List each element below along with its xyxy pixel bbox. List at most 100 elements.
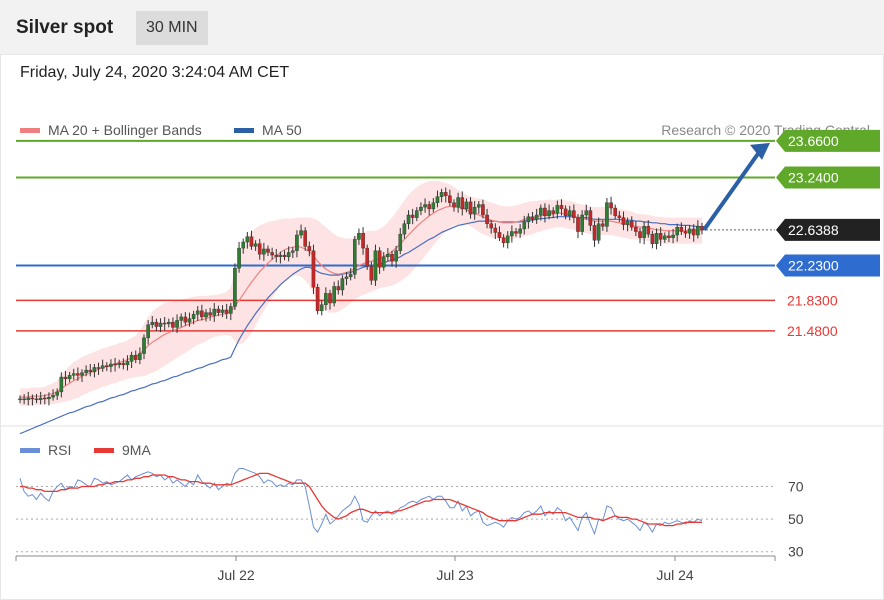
candle-body <box>621 217 626 225</box>
candle-body <box>675 226 679 236</box>
timestamp: Friday, July 24, 2020 3:24:04 AM CET <box>20 64 290 81</box>
candle-body <box>253 243 258 247</box>
candle-body <box>415 210 419 218</box>
level-label-23.6600: 23.6600 <box>788 133 839 149</box>
candle-body <box>505 235 510 244</box>
candle-body <box>489 223 494 229</box>
candle-body <box>80 372 84 376</box>
candle-body <box>84 369 88 373</box>
candle-body <box>419 206 423 211</box>
candle-body <box>291 250 295 253</box>
candle-body <box>439 192 444 197</box>
candle-body <box>303 230 308 247</box>
candle-body <box>427 204 432 210</box>
x-tick-label: Jul 23 <box>436 567 474 583</box>
candle-body <box>696 226 700 236</box>
candle-body <box>233 267 237 307</box>
candle-body <box>18 398 22 401</box>
candle-body <box>357 233 361 240</box>
candle-body <box>109 363 113 367</box>
candle-body <box>249 236 254 247</box>
candle-body <box>592 225 597 241</box>
rsi-tick-50: 50 <box>788 511 804 527</box>
rsi-ma-swatch-icon <box>94 447 114 453</box>
candle-body <box>654 233 659 244</box>
legend-ma20: MA 20 + Bollinger Bands <box>20 122 202 138</box>
candle-body <box>452 202 456 208</box>
candle-body <box>398 233 403 251</box>
candle-body <box>559 205 564 210</box>
candle-body <box>299 230 303 236</box>
ma50-swatch-icon <box>234 127 254 133</box>
candle-body <box>328 293 332 304</box>
level-label-23.2400: 23.2400 <box>788 170 839 186</box>
candle-body <box>605 202 609 227</box>
candle-body <box>266 248 270 253</box>
candle-body <box>580 214 584 232</box>
candle-body <box>514 231 518 234</box>
candle-body <box>638 231 642 238</box>
rsi-tick-30: 30 <box>788 544 804 560</box>
bollinger-band <box>20 181 702 406</box>
candle-body <box>687 228 692 234</box>
candle-body <box>183 316 188 323</box>
ma20-label: MA 20 + Bollinger Bands <box>48 122 202 138</box>
forecast-arrow-head-icon <box>750 142 770 160</box>
candle-body <box>104 365 109 367</box>
ma50-line <box>19 216 703 435</box>
candle-body <box>125 361 130 366</box>
candle-body <box>96 367 101 369</box>
rsi-ma-line <box>20 472 702 527</box>
candle-body <box>646 226 651 235</box>
legend-rsi: RSI <box>20 442 71 458</box>
candle-body <box>642 226 646 238</box>
candle-body <box>245 236 250 243</box>
candle-body <box>224 309 229 314</box>
candle-body <box>609 202 613 209</box>
candle-body <box>257 243 262 255</box>
candle-body <box>402 223 407 235</box>
candle-body <box>369 266 374 281</box>
candle-body <box>241 241 246 249</box>
candle-body <box>38 397 43 400</box>
candle-body <box>295 234 299 251</box>
candle-body <box>332 286 336 304</box>
candle-body <box>530 216 535 220</box>
candle-body <box>22 398 26 401</box>
timeframe-button[interactable]: 30 MIN <box>136 11 208 45</box>
candle-body <box>76 373 80 376</box>
candle-body <box>212 308 217 316</box>
candle-body <box>365 247 370 267</box>
candle-body <box>146 324 150 339</box>
candle-body <box>477 204 481 208</box>
candle-body <box>534 214 539 220</box>
candle-body <box>406 214 411 224</box>
candle-body <box>129 355 134 362</box>
candle-body <box>59 376 64 393</box>
candle-body <box>650 233 655 244</box>
candle-body <box>51 395 55 398</box>
candle-body <box>472 206 477 215</box>
candle-body <box>381 256 386 268</box>
candle-body <box>220 309 225 313</box>
candle-body <box>121 362 126 366</box>
forecast-arrow-shaft <box>702 149 762 231</box>
candles-group <box>18 187 704 406</box>
candle-body <box>315 287 320 312</box>
candle-body <box>154 321 159 327</box>
candle-body <box>567 210 572 217</box>
candle-body <box>555 205 560 214</box>
price-tag-support_blue <box>776 254 880 277</box>
candle-body <box>629 220 634 228</box>
candle-body <box>634 226 638 232</box>
candle-body <box>311 250 316 288</box>
candle-body <box>307 246 312 251</box>
ma20-swatch-icon <box>20 127 40 133</box>
candle-body <box>191 314 196 319</box>
ma20-line <box>20 205 702 398</box>
candle-body <box>34 398 39 401</box>
rsi-label: RSI <box>48 442 72 458</box>
candle-body <box>625 220 630 225</box>
rsi-ma-label: 9MA <box>122 442 151 458</box>
